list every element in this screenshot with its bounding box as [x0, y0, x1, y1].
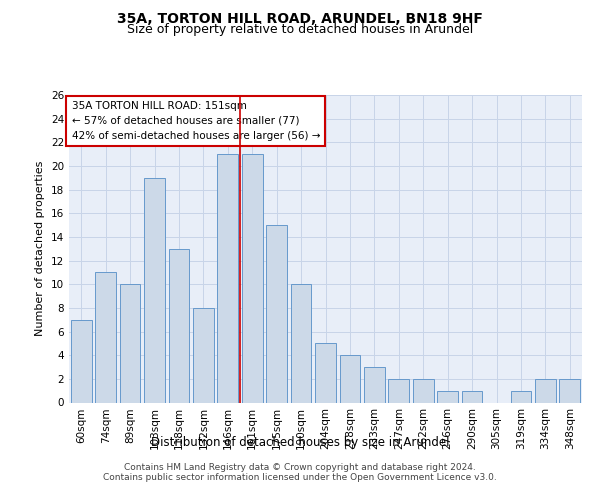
Bar	[95, 272, 116, 402]
Bar	[119, 284, 140, 403]
Bar	[461, 390, 482, 402]
Text: Contains HM Land Registry data © Crown copyright and database right 2024.
Contai: Contains HM Land Registry data © Crown c…	[103, 463, 497, 482]
Bar	[340, 355, 361, 403]
Text: 35A TORTON HILL ROAD: 151sqm
← 57% of detached houses are smaller (77)
42% of se: 35A TORTON HILL ROAD: 151sqm ← 57% of de…	[71, 101, 320, 141]
Text: 35A, TORTON HILL ROAD, ARUNDEL, BN18 9HF: 35A, TORTON HILL ROAD, ARUNDEL, BN18 9HF	[117, 12, 483, 26]
Text: Distribution of detached houses by size in Arundel: Distribution of detached houses by size …	[151, 436, 449, 449]
Bar	[413, 379, 434, 402]
Bar	[315, 344, 336, 402]
Bar	[193, 308, 214, 402]
Bar	[169, 248, 190, 402]
Bar	[437, 390, 458, 402]
Bar	[559, 379, 580, 402]
Bar	[535, 379, 556, 402]
Text: Size of property relative to detached houses in Arundel: Size of property relative to detached ho…	[127, 24, 473, 36]
Y-axis label: Number of detached properties: Number of detached properties	[35, 161, 46, 336]
Bar	[217, 154, 238, 402]
Bar	[290, 284, 311, 403]
Bar	[511, 390, 532, 402]
Bar	[364, 367, 385, 402]
Bar	[71, 320, 92, 402]
Bar	[144, 178, 165, 402]
Bar	[242, 154, 263, 402]
Bar	[388, 379, 409, 402]
Bar	[266, 225, 287, 402]
